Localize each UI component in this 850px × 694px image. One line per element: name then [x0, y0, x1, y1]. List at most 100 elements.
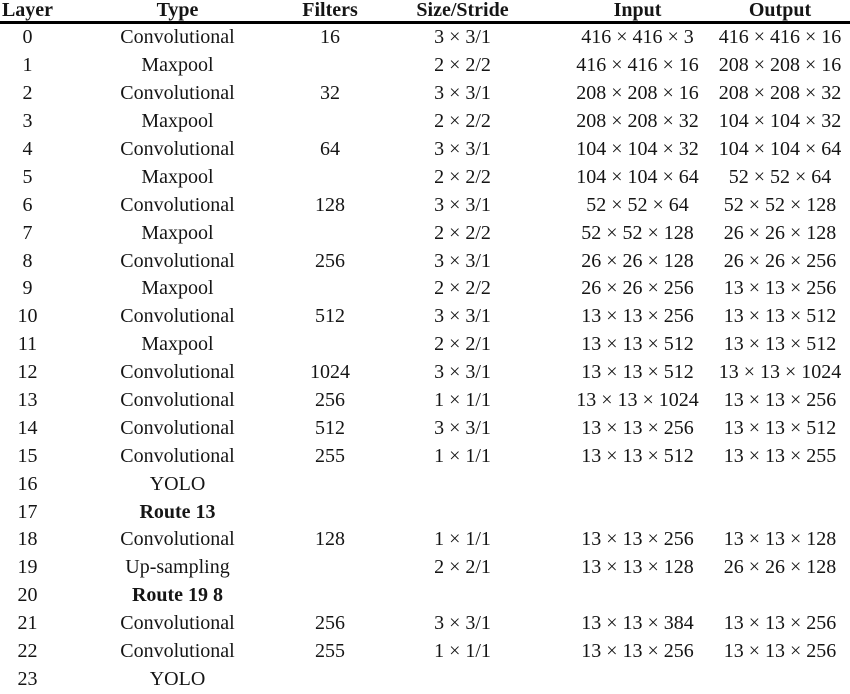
cell-layer: 3	[22, 110, 33, 133]
cell-type: Convolutional	[120, 612, 235, 635]
cell-output: 52 × 52 × 64	[728, 165, 832, 188]
cell-filters	[300, 108, 360, 136]
cell-type: Convolutional	[120, 305, 235, 328]
cell-input: 208 × 208 × 32	[576, 110, 699, 133]
cell-input: 13 × 13 × 512	[581, 444, 694, 467]
cell-size_stride: 2 × 2/1	[434, 333, 491, 356]
table-row: 22 Convolutional 255 1 × 1/1 13 × 13 × 256 13…	[0, 638, 850, 666]
cell-filters: 32	[320, 82, 340, 105]
table-row: 23 YOLO	[0, 665, 850, 693]
cell-output: 13 × 13 × 128	[723, 528, 837, 551]
cell-size_stride: 3 × 3/1	[434, 416, 491, 439]
table-row: 10 Convolutional 512 3 × 3/1 13 × 13 × 256 13…	[0, 303, 850, 331]
table-row: 21 Convolutional 256 3 × 3/1 13 × 13 × 384 13…	[0, 610, 850, 638]
cell-filters	[300, 498, 360, 526]
cell-type: Maxpool	[141, 277, 214, 300]
cell-filters: 16	[320, 26, 340, 49]
cell-input: 13 × 13 × 512	[581, 333, 694, 356]
column-header-filters: Filters	[300, 0, 360, 24]
cell-input: 104 × 104 × 32	[576, 138, 699, 160]
cell-output: 26 × 26 × 256	[723, 249, 837, 272]
cell-input: 13 × 13 × 1024	[576, 389, 699, 412]
table-row: 16 YOLO	[0, 470, 850, 498]
cell-layer: 9	[22, 277, 33, 300]
cell-output	[710, 582, 850, 610]
cell-size_stride	[360, 470, 565, 498]
cell-layer: 12	[17, 361, 38, 384]
cell-output	[710, 665, 850, 693]
table-row: 14 Convolutional 512 3 × 3/1 13 × 13 × 256 13…	[0, 414, 850, 442]
cell-size_stride	[360, 582, 565, 610]
cell-layer: 13	[17, 389, 38, 412]
cell-size_stride: 3 × 3/1	[434, 138, 491, 160]
cell-size_stride: 1 × 1/1	[434, 640, 491, 663]
cell-type: Maxpool	[141, 54, 214, 77]
table-row: 8 Convolutional 256 3 × 3/1 26 × 26 × 128 26 …	[0, 247, 850, 275]
table-row: 19 Up-sampling 2 × 2/1 13 × 13 × 128 26 × 26…	[0, 554, 850, 582]
cell-output: 26 × 26 × 128	[723, 556, 837, 579]
cell-type: Maxpool	[141, 110, 214, 133]
cell-input: 104 × 104 × 64	[576, 165, 699, 188]
cell-size_stride: 3 × 3/1	[434, 26, 491, 49]
table-row: 7 Maxpool 2 × 2/2 52 × 52 × 128 26 × 26 × 12…	[0, 219, 850, 247]
cell-filters	[300, 665, 360, 693]
cell-input: 52 × 52 × 64	[586, 193, 689, 216]
cell-input: 13 × 13 × 256	[581, 416, 694, 439]
cell-size_stride: 2 × 2/2	[434, 221, 491, 244]
cell-size_stride: 3 × 3/1	[434, 305, 491, 328]
cell-input: 13 × 13 × 512	[581, 361, 694, 384]
cell-size_stride	[360, 498, 565, 526]
cell-input: 13 × 13 × 256	[581, 528, 694, 551]
cell-size_stride: 3 × 3/1	[434, 249, 491, 272]
cell-type: Convolutional	[120, 389, 235, 412]
cell-filters	[300, 554, 360, 582]
cell-type: YOLO	[149, 472, 206, 495]
table-row: 13 Convolutional 256 1 × 1/1 13 × 13 × 1024 1…	[0, 387, 850, 415]
cell-filters: 256	[315, 612, 345, 635]
cell-type: Convolutional	[120, 249, 235, 272]
cell-type: Maxpool	[141, 221, 214, 244]
table-row: 18 Convolutional 128 1 × 1/1 13 × 13 × 256 13…	[0, 526, 850, 554]
cell-type: Maxpool	[141, 165, 214, 188]
cell-size_stride: 2 × 2/2	[434, 110, 491, 133]
cell-output: 52 × 52 × 128	[723, 193, 837, 216]
cell-input	[565, 582, 710, 610]
cell-filters: 128	[315, 193, 345, 216]
cell-output: 416 × 416 × 16	[718, 26, 842, 49]
cell-output: 13 × 13 × 256	[723, 640, 837, 663]
cell-filters: 255	[315, 640, 345, 663]
cell-output: 13 × 13 × 256	[723, 389, 837, 412]
cell-output: 13 × 13 × 256	[723, 277, 837, 300]
cell-type: Convolutional	[120, 26, 235, 49]
cell-type: Maxpool	[141, 333, 214, 356]
cell-layer: 15	[17, 444, 38, 467]
cell-filters	[300, 275, 360, 303]
cell-input: 416 × 416 × 3	[581, 26, 694, 49]
cell-type: Convolutional	[120, 361, 235, 384]
cell-input: 416 × 416 × 16	[576, 54, 699, 77]
cell-input: 26 × 26 × 256	[581, 277, 694, 300]
cell-size_stride: 3 × 3/1	[434, 193, 491, 216]
cell-type: Convolutional	[120, 640, 235, 663]
cell-input	[565, 498, 710, 526]
cell-filters	[300, 582, 360, 610]
cell-layer: 1	[22, 54, 33, 77]
cell-size_stride: 2 × 2/1	[434, 556, 491, 579]
cell-size_stride: 2 × 2/2	[434, 277, 491, 300]
table-body: 0 Convolutional 16 3 × 3/1 416 × 416 × 3 416 …	[0, 23, 850, 694]
cell-layer: 4	[22, 138, 33, 160]
cell-input: 26 × 26 × 128	[581, 249, 694, 272]
cell-size_stride: 1 × 1/1	[434, 528, 491, 551]
cell-type: Convolutional	[120, 82, 235, 105]
cell-filters: 256	[315, 389, 345, 412]
cell-layer: 7	[22, 221, 33, 244]
cell-output: 208 × 208 × 16	[718, 54, 842, 77]
cell-size_stride: 1 × 1/1	[434, 389, 491, 412]
cell-output: 26 × 26 × 128	[723, 221, 837, 244]
cell-input: 13 × 13 × 256	[581, 305, 694, 328]
cell-filters	[300, 163, 360, 191]
cell-layer: 6	[22, 193, 33, 216]
column-header-layer: Layer	[0, 0, 55, 24]
cell-layer: 23	[17, 667, 38, 690]
cell-size_stride: 2 × 2/2	[434, 165, 491, 188]
